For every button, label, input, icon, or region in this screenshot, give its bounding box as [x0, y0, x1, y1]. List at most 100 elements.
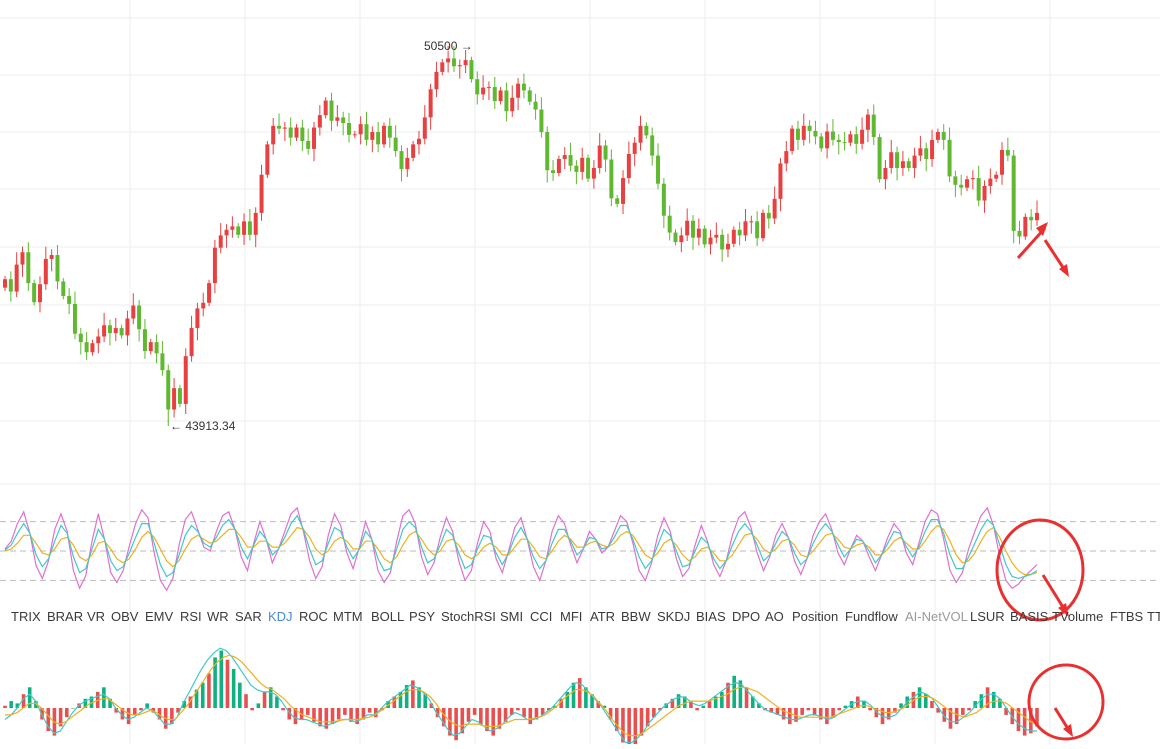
- histogram-bar: [398, 691, 403, 708]
- histogram-bar: [429, 703, 434, 708]
- histogram-bar: [404, 685, 409, 708]
- tab-skdj[interactable]: SKDJ: [657, 609, 691, 624]
- histogram-bar: [565, 691, 570, 708]
- kdj-line-d: [4, 524, 1038, 576]
- candle-body: [358, 124, 363, 135]
- candle-body: [644, 125, 649, 136]
- candle-body: [329, 100, 334, 121]
- candle-body: [247, 221, 252, 235]
- candle-body: [760, 212, 765, 239]
- tab-psy[interactable]: PSY: [409, 609, 436, 624]
- tab-basis[interactable]: BASIS: [1010, 609, 1049, 624]
- annotation-arrowhead-kdj: [1058, 603, 1069, 617]
- histogram-bar: [738, 680, 743, 708]
- tab-bias[interactable]: BIAS: [696, 609, 726, 624]
- tab-stochrsi[interactable]: StochRSI: [441, 609, 496, 624]
- tab-sar[interactable]: SAR: [235, 609, 262, 624]
- candle-body: [807, 125, 812, 131]
- tab-ftbs[interactable]: FTBS: [1110, 609, 1144, 624]
- histogram-bar: [713, 696, 718, 708]
- tab-tt[interactable]: TT: [1147, 609, 1160, 624]
- histogram-bar: [948, 708, 953, 729]
- histogram-bar: [658, 708, 662, 711]
- histogram-bar: [355, 708, 360, 725]
- histogram-bar: [744, 687, 749, 708]
- histogram-bar: [584, 687, 588, 708]
- histogram-bar: [750, 696, 755, 708]
- histogram-bar: [559, 698, 563, 708]
- tab-boll[interactable]: BOLL: [371, 609, 405, 624]
- tab-vr[interactable]: VR: [87, 609, 106, 624]
- tab-lsur[interactable]: LSUR: [970, 609, 1005, 624]
- tab-fundflow[interactable]: Fundflow: [845, 609, 898, 624]
- tab-dpo[interactable]: DPO: [732, 609, 761, 624]
- histogram-bar: [577, 678, 582, 708]
- candle-body: [411, 144, 416, 158]
- histogram-bar: [874, 708, 879, 718]
- tab-ai-netvol[interactable]: AI-NetVOL: [905, 609, 968, 624]
- tab-position[interactable]: Position: [792, 609, 839, 624]
- tab-cci[interactable]: CCI: [530, 609, 553, 624]
- candle-body: [778, 163, 783, 199]
- histogram-bar: [262, 691, 267, 708]
- histogram-bar: [472, 708, 477, 715]
- histogram-bar: [126, 708, 131, 725]
- candle-body: [965, 179, 970, 188]
- candle-body: [766, 212, 771, 219]
- histogram-bar: [676, 694, 681, 708]
- candle-body: [720, 234, 725, 250]
- candle-body: [137, 305, 142, 330]
- tab-emv[interactable]: EMV: [145, 609, 174, 624]
- tab-brar[interactable]: BRAR: [47, 609, 84, 624]
- histogram-bar: [689, 701, 693, 708]
- histogram-bar: [275, 696, 279, 708]
- candle-body: [731, 229, 736, 244]
- candle-body: [14, 264, 19, 292]
- candle-body: [906, 161, 911, 168]
- histogram-bar: [497, 708, 502, 729]
- tab-atr[interactable]: ATR: [590, 609, 616, 624]
- candle-body: [277, 125, 282, 129]
- histogram-bar: [757, 703, 761, 708]
- tab-kdj[interactable]: KDJ: [268, 609, 293, 624]
- histogram-bar: [639, 708, 644, 736]
- candle-body: [1023, 216, 1028, 237]
- candle-body: [1029, 216, 1034, 221]
- histogram-bar: [670, 698, 675, 708]
- histogram-bar: [614, 708, 619, 731]
- candle-body: [306, 141, 311, 149]
- tab-rsi[interactable]: RSI: [180, 609, 202, 624]
- tab-bbw[interactable]: BBW: [621, 609, 651, 624]
- candle-body: [323, 100, 328, 116]
- tab-obv[interactable]: OBV: [111, 609, 139, 624]
- tab-ao[interactable]: AO: [765, 609, 784, 624]
- histogram-bar: [812, 708, 817, 715]
- tab-mtm[interactable]: MTM: [333, 609, 363, 624]
- tab-smi[interactable]: SMI: [500, 609, 524, 624]
- candle-body: [49, 255, 54, 259]
- histogram-bar: [336, 708, 341, 720]
- candle-body: [556, 158, 561, 174]
- tab-tvolume[interactable]: TVolume: [1052, 609, 1104, 624]
- candle-body: [317, 115, 322, 128]
- tab-wr[interactable]: WR: [207, 609, 229, 624]
- candle-body: [288, 127, 293, 138]
- high-price-label: 50500 →: [424, 39, 473, 53]
- candle-body: [486, 87, 491, 89]
- candle-body: [32, 283, 37, 303]
- candle-body: [504, 90, 509, 112]
- candle-body: [335, 117, 340, 121]
- histogram-bar: [868, 708, 872, 711]
- histogram-bar: [58, 708, 63, 727]
- candle-body: [271, 125, 276, 145]
- candle-body: [603, 145, 608, 160]
- histogram-bar: [788, 708, 792, 725]
- tab-roc[interactable]: ROC: [299, 609, 328, 624]
- tab-mfi[interactable]: MFI: [560, 609, 583, 624]
- histogram-bar: [293, 708, 298, 725]
- histogram-bar: [1029, 708, 1033, 734]
- histogram-bar: [108, 698, 112, 708]
- candle-body: [376, 132, 381, 145]
- candle-body: [527, 90, 532, 102]
- tab-trix[interactable]: TRIX: [11, 609, 41, 624]
